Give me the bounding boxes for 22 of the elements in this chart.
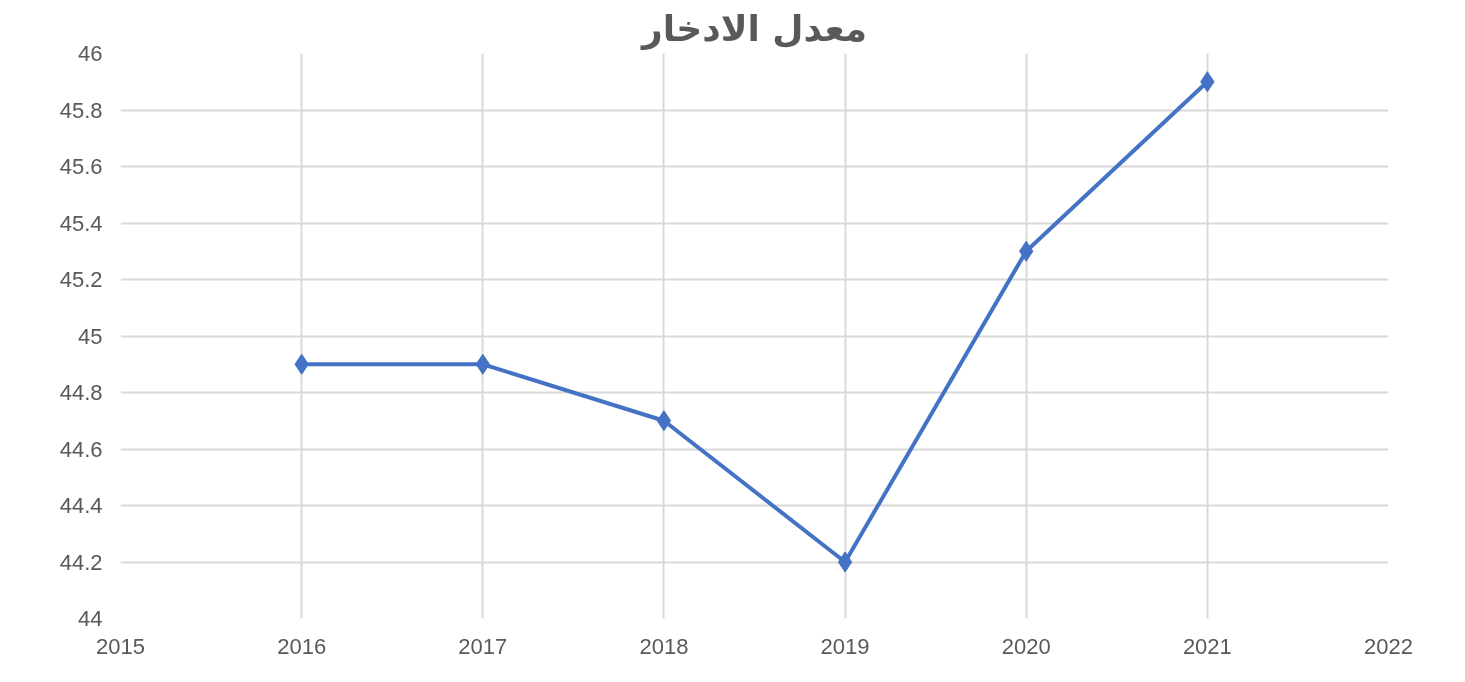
x-tick-label: 2016 — [277, 633, 327, 659]
y-tick-label: 45.6 — [59, 154, 103, 179]
y-tick-label: 44.2 — [59, 549, 103, 575]
y-tick-label: 44 — [78, 606, 103, 631]
y-tick-label: 44.6 — [59, 436, 103, 462]
x-tick-label: 2021 — [1182, 633, 1232, 659]
x-tick-label: 2022 — [1364, 633, 1413, 659]
point — [837, 551, 853, 573]
point — [656, 410, 672, 432]
y-tick-label: 45 — [78, 323, 103, 349]
y-tick-label: 44.8 — [59, 380, 103, 405]
x-tick-label: 2019 — [820, 633, 870, 659]
y-tick-label: 45.8 — [59, 97, 103, 123]
chart-title: معدل الادخار — [640, 7, 867, 50]
x-tick-label: 2020 — [1001, 633, 1051, 659]
x-tick-label: 2017 — [458, 633, 508, 659]
y-tick-label: 44.4 — [59, 493, 103, 518]
y-tick-label: 46 — [78, 41, 103, 66]
y-tick-label: 45.2 — [59, 267, 103, 292]
x-tick-label: 2015 — [96, 633, 145, 659]
x-tick-label: 2018 — [639, 633, 689, 659]
y-tick-label: 45.4 — [59, 210, 103, 236]
